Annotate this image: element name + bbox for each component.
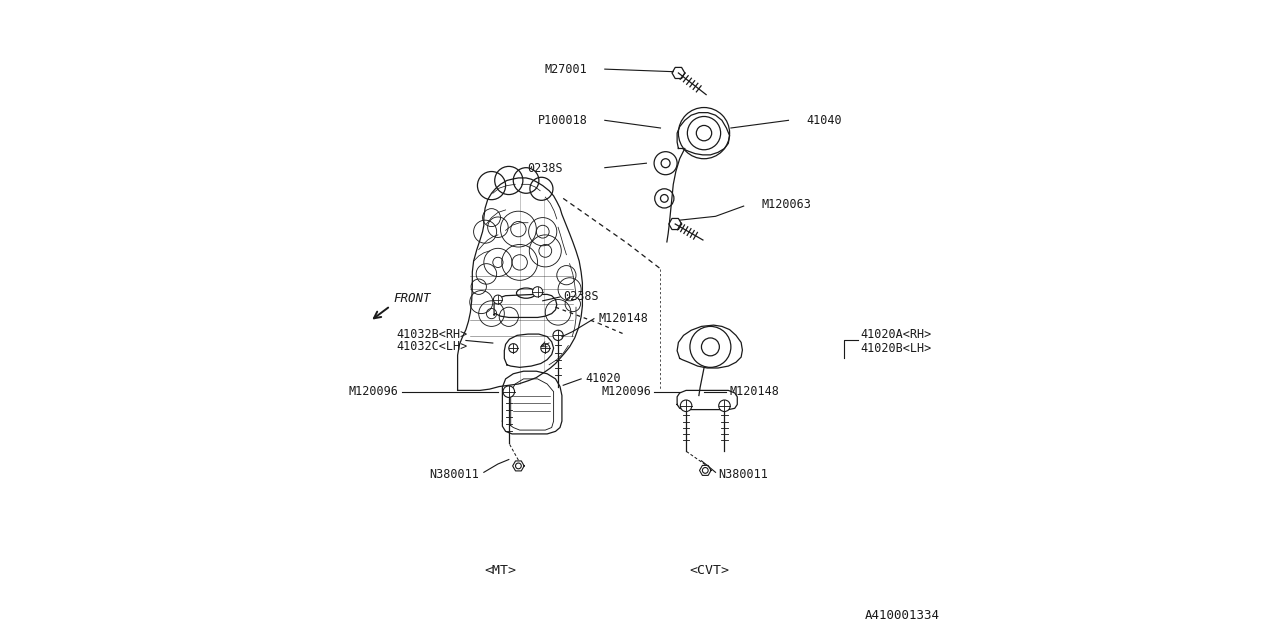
Circle shape (508, 344, 517, 353)
Text: M120096: M120096 (602, 385, 652, 398)
Text: 0238S: 0238S (563, 291, 599, 303)
Text: M120148: M120148 (599, 312, 648, 325)
Text: 41032C<LH>: 41032C<LH> (397, 340, 468, 353)
Text: 41032B<RH>: 41032B<RH> (397, 328, 468, 340)
Circle shape (553, 330, 563, 340)
Text: <MT>: <MT> (485, 564, 517, 577)
Text: N380011: N380011 (718, 468, 768, 481)
Text: P100018: P100018 (538, 114, 588, 127)
Text: 41020: 41020 (585, 372, 621, 385)
Circle shape (503, 386, 515, 397)
Text: 0238S: 0238S (527, 163, 563, 175)
Text: M27001: M27001 (545, 63, 588, 76)
Text: <CVT>: <CVT> (689, 564, 730, 577)
Text: M120148: M120148 (730, 385, 780, 398)
Circle shape (540, 344, 550, 353)
Text: 41020A<RH>: 41020A<RH> (860, 328, 932, 340)
Text: FRONT: FRONT (394, 292, 431, 305)
Text: M120096: M120096 (349, 385, 399, 398)
Text: M120063: M120063 (762, 198, 812, 211)
Circle shape (494, 295, 503, 304)
Text: 41040: 41040 (806, 114, 842, 127)
Text: 41020B<LH>: 41020B<LH> (860, 342, 932, 355)
Circle shape (681, 400, 692, 412)
Text: A410001334: A410001334 (864, 609, 940, 622)
Circle shape (719, 400, 730, 412)
Circle shape (532, 287, 543, 297)
Text: N380011: N380011 (429, 468, 479, 481)
